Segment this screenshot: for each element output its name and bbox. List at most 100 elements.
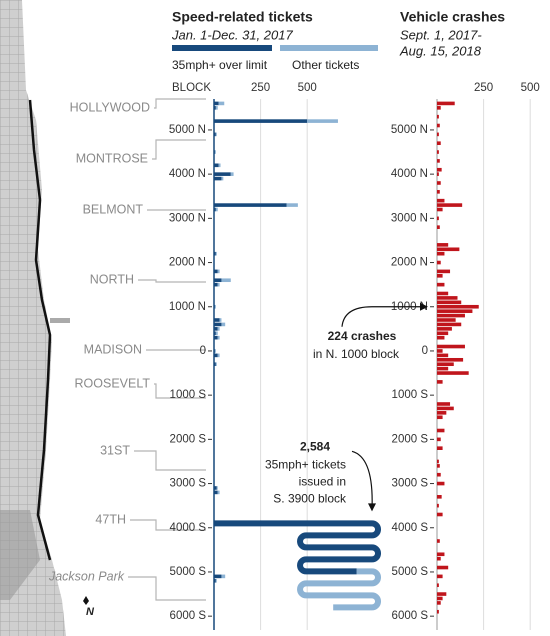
annotation-text: in N. 1000 block: [313, 347, 400, 361]
bar-segment: [221, 278, 231, 283]
bar-segment: [215, 251, 217, 256]
bar-segment: [214, 331, 216, 336]
leader-line: [128, 576, 206, 601]
bar-segment: [214, 486, 217, 490]
bar-segment: [214, 362, 216, 367]
street-label: HOLLYWOOD: [70, 100, 150, 114]
bar-segment: [214, 282, 218, 287]
bar-segment: [214, 251, 216, 256]
bar-segment: [214, 322, 222, 327]
annotation-text: S. 3900 block: [273, 492, 347, 506]
bar: [437, 300, 462, 305]
bar-segment: [221, 574, 226, 579]
bar-segment: [217, 282, 220, 287]
bar: [437, 512, 443, 517]
bar-segment: [214, 203, 287, 207]
street-label: Jackson Park: [48, 569, 125, 583]
street-label: ROOSEVELT: [75, 376, 151, 390]
bar: [437, 357, 464, 362]
bar-segment: [215, 106, 218, 110]
y-tick-label: 5000 S: [392, 566, 429, 578]
street-label: MONTROSE: [76, 151, 148, 165]
bar: [437, 366, 449, 371]
bar-segment: [217, 490, 220, 495]
bar-segment: [214, 490, 218, 495]
bar-segment: [215, 362, 217, 367]
y-tick-label: 3000 S: [170, 478, 207, 490]
bar: [437, 428, 445, 433]
leader-line: [152, 139, 206, 160]
x-tick-label: 250: [251, 82, 270, 94]
bar-segment: [215, 578, 217, 583]
y-tick-label: 3000 N: [169, 212, 206, 224]
bar-segment: [214, 132, 216, 137]
y-tick-label: 3000 N: [391, 212, 428, 224]
bar: [437, 437, 441, 442]
legend-label: 35mph+ over limit: [172, 58, 268, 72]
bar-segment: [214, 176, 222, 181]
y-tick-label: 2000 S: [170, 433, 207, 445]
bar: [437, 172, 439, 176]
bar: [437, 574, 443, 579]
bar-segment: [230, 172, 234, 176]
y-tick-label: 6000 S: [170, 610, 207, 622]
annotation-value: 224 crashes: [328, 329, 397, 343]
bar-segment: [214, 163, 219, 168]
bar-segment: [218, 163, 221, 168]
bar: [437, 269, 451, 274]
bar: [437, 167, 442, 172]
bar-segment: [307, 119, 338, 123]
chart-title: Vehicle crashes: [400, 9, 505, 25]
bar-segment: [214, 578, 216, 583]
bar-segment: [217, 335, 220, 340]
bar: [437, 415, 443, 420]
bar: [437, 609, 439, 614]
bar: [437, 106, 441, 110]
bar: [437, 503, 439, 508]
bar-segment: [214, 335, 218, 340]
bar-segment: [214, 520, 381, 636]
bar: [437, 601, 441, 605]
annotation-value: 2,584: [300, 440, 330, 454]
y-tick-label: 6000 S: [392, 610, 429, 622]
compass: N: [86, 606, 95, 618]
bar-segment: [216, 486, 218, 490]
bar: [437, 304, 479, 309]
bar-segment: [219, 318, 222, 322]
bar: [437, 406, 454, 411]
bar-segment: [214, 304, 215, 309]
bar: [437, 159, 440, 163]
street-label: NORTH: [90, 272, 134, 286]
bar-segment: [214, 349, 215, 353]
bar: [437, 181, 441, 185]
bar: [437, 114, 439, 119]
leader-line: [154, 98, 206, 109]
bar: [437, 274, 443, 278]
arrow-head: [368, 503, 376, 512]
y-tick-label: 4000 S: [392, 522, 429, 534]
bar-segment: [214, 150, 215, 154]
bar: [437, 225, 440, 229]
street-label: BELMONT: [83, 202, 144, 216]
y-tick-label: 4000 N: [391, 168, 428, 180]
bar: [437, 101, 455, 106]
y-tick-label: 4000 N: [169, 168, 206, 180]
bar-segment: [218, 101, 225, 106]
bar-segment: [214, 520, 381, 636]
compass-arrow: [83, 596, 89, 605]
bar-segment: [214, 353, 218, 358]
bar: [437, 260, 441, 265]
y-tick-label: 3000 S: [392, 478, 429, 490]
bar: [437, 141, 441, 146]
street-label: MADISON: [84, 342, 142, 356]
bar: [437, 464, 440, 468]
y-tick-label: 5000 S: [170, 566, 207, 578]
leader-line: [130, 519, 206, 531]
bar: [437, 583, 439, 588]
y-tick-label: 1000 S: [170, 389, 207, 401]
bar-segment: [214, 101, 219, 106]
y-tick-label: 0: [422, 345, 428, 357]
bar: [437, 459, 439, 464]
bar: [437, 190, 440, 194]
